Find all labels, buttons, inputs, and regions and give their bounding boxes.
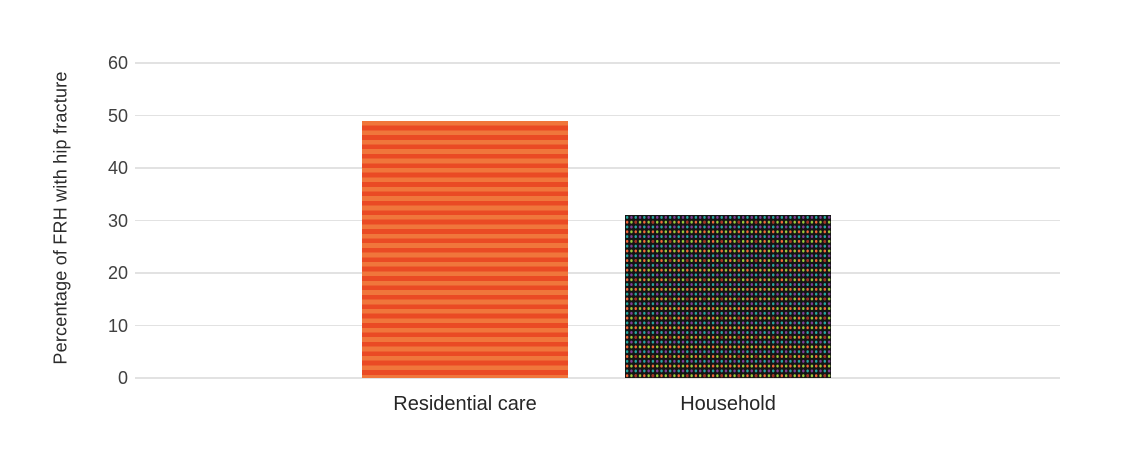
gridline-y-60 (135, 62, 1060, 64)
gridline-y-20 (135, 272, 1060, 274)
y-tick-label-20: 20 (107, 263, 128, 283)
gridline-y-0 (135, 377, 1060, 379)
gridline-y-40 (135, 167, 1060, 169)
y-tick-label-40: 40 (107, 158, 128, 178)
bar-residential-care (362, 120, 568, 378)
category-label-residential-care: Residential care (393, 393, 537, 415)
gridline-y-10 (135, 324, 1060, 327)
category-label-household: Household (680, 393, 776, 415)
gridline-y-50 (135, 114, 1060, 117)
y-tick-label-30: 30 (107, 210, 128, 231)
y-tick-label-10: 10 (107, 315, 128, 336)
y-tick-label-60: 60 (107, 53, 128, 73)
gridline-y-30 (135, 219, 1060, 222)
y-tick-label-50: 50 (107, 105, 128, 126)
y-tick-label-0: 0 (117, 368, 128, 388)
bar-household (625, 215, 831, 378)
